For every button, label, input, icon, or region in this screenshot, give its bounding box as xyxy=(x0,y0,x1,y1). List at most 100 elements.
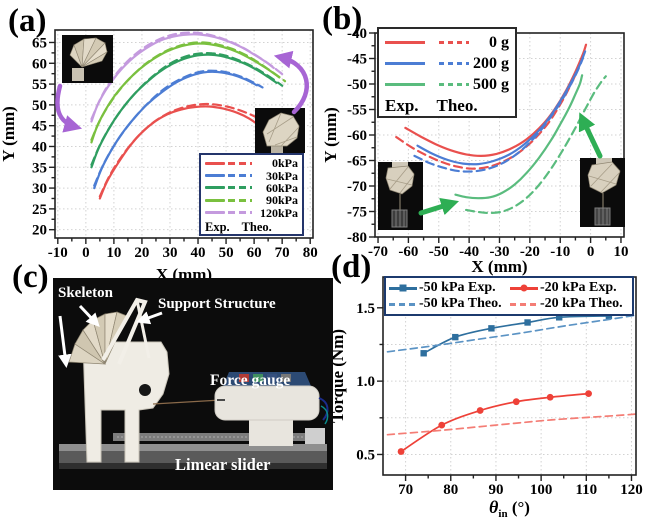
svg-text:-75: -75 xyxy=(347,205,367,221)
legend-row: 0 g xyxy=(385,32,509,53)
svg-text:10: 10 xyxy=(106,245,121,261)
legend-entry: -50 kPa Theo. xyxy=(389,296,508,312)
legend-entry-label: 500 g xyxy=(473,75,509,93)
series-120kpa-theo- xyxy=(90,31,284,121)
svg-text:-40: -40 xyxy=(459,244,479,260)
legend-entry: -50 kPa Exp. xyxy=(389,280,508,296)
series-500-g-exp- xyxy=(454,74,584,200)
series-500-g-theo- xyxy=(464,75,607,215)
legend-entry-label: 60kPa xyxy=(265,180,298,195)
svg-text:-20: -20 xyxy=(520,244,540,260)
panel-label-b: (b) xyxy=(322,1,363,37)
legend-solid-swatch xyxy=(205,211,225,215)
legend-swatch xyxy=(510,283,538,293)
photo-panel-experiment-setup: Skeleton Support Structure Force gauge L… xyxy=(53,278,333,490)
series-60kpa-theo- xyxy=(90,51,284,166)
svg-text:-70: -70 xyxy=(347,179,367,195)
svg-text:-30: -30 xyxy=(490,244,510,260)
svg-text:1.0: 1.0 xyxy=(356,374,375,390)
svg-text:-50: -50 xyxy=(429,244,449,260)
chart-b: -70 -60 -50 -40 -30 -20 -10 0 10-80-75-70-65-60-… xyxy=(321,26,628,276)
legend-dashed-swatch xyxy=(439,41,469,44)
svg-text:-50: -50 xyxy=(347,77,367,93)
svg-text:100: 100 xyxy=(530,482,553,498)
legend-b: 0 g 200 g 500 g Exp. Theo. xyxy=(377,27,517,118)
svg-text:55: 55 xyxy=(32,77,47,93)
circle-marker xyxy=(520,284,528,292)
svg-text:110: 110 xyxy=(575,482,597,498)
skeleton-arrow-long xyxy=(58,315,72,369)
svg-text:-80: -80 xyxy=(347,230,367,246)
svg-text:30: 30 xyxy=(32,181,47,197)
svg-text:80: 80 xyxy=(303,245,318,261)
legend-entry-label: 120kPa xyxy=(259,205,298,220)
series-30kpa-theo- xyxy=(93,69,264,187)
legend-dashed-swatch xyxy=(228,161,252,165)
svg-text:40: 40 xyxy=(191,245,206,261)
legend-row: 0kPa xyxy=(205,157,298,169)
svg-text:80: 80 xyxy=(443,482,458,498)
svg-text:0.5: 0.5 xyxy=(356,447,375,463)
legend-row: 90kPa xyxy=(205,194,298,206)
label-linear-slider: Limear slider xyxy=(175,455,271,474)
series--50-kpa-theo- xyxy=(386,314,637,353)
inset-art-a2 xyxy=(255,108,305,153)
legend-swatch xyxy=(510,299,538,309)
inset-photo-actuator-with-weight-b1 xyxy=(378,162,423,230)
legend-row: 200 g xyxy=(385,53,509,74)
svg-text:-40: -40 xyxy=(347,26,367,42)
svg-text:Y (mm): Y (mm) xyxy=(0,106,18,162)
legend-solid-swatch xyxy=(385,83,425,86)
svg-text:-55: -55 xyxy=(347,103,367,119)
svg-text:-10: -10 xyxy=(48,245,68,261)
legend-dashed-swatch xyxy=(228,186,252,190)
legend-d: -50 kPa Exp. -20 kPa Exp. -50 kPa Theo. -20… xyxy=(384,276,634,316)
legend-solid-swatch xyxy=(205,198,225,202)
legend-entry-label: 0kPa xyxy=(271,156,298,171)
svg-text:30: 30 xyxy=(162,245,177,261)
photo-art xyxy=(53,278,333,490)
legend-dashed-swatch xyxy=(439,62,469,65)
svg-text:20: 20 xyxy=(134,245,149,261)
inset-photo-folded-actuator-a2 xyxy=(255,108,305,153)
svg-text:35: 35 xyxy=(32,160,47,176)
svg-text:-60: -60 xyxy=(347,128,367,144)
square-marker xyxy=(399,284,407,292)
svg-text:70: 70 xyxy=(275,245,290,261)
panel-label-a: (a) xyxy=(8,3,47,39)
svg-text:-10: -10 xyxy=(550,244,570,260)
legend-swatch xyxy=(389,283,417,293)
legend-swatch xyxy=(389,299,417,309)
series-90kpa-theo- xyxy=(90,41,287,141)
svg-text:50: 50 xyxy=(219,245,234,261)
panel-label-c: (c) xyxy=(12,259,49,295)
skeleton-arrow xyxy=(78,304,100,327)
legend-footer: Exp. Theo. xyxy=(205,219,272,234)
legend-solid-swatch xyxy=(205,174,225,178)
legend-entry-label: -20 kPa Theo. xyxy=(540,296,623,311)
legend-a: 0kPa 30kPa 60kPa 90kPa 120kPa Exp. Theo. xyxy=(199,153,304,237)
svg-text:-60: -60 xyxy=(398,244,418,260)
svg-text:0: 0 xyxy=(82,245,90,261)
svg-text:120: 120 xyxy=(620,482,643,498)
svg-text:Torque (Nm): Torque (Nm) xyxy=(330,329,347,423)
legend-row: 500 g xyxy=(385,74,509,95)
svg-text:60: 60 xyxy=(32,56,47,72)
svg-text:70: 70 xyxy=(398,482,413,498)
legend-solid-swatch xyxy=(205,186,225,190)
svg-text:90: 90 xyxy=(488,482,503,498)
panel-label-d: (d) xyxy=(331,249,372,285)
legend-solid-swatch xyxy=(385,62,425,65)
legend-dashed-swatch xyxy=(228,174,252,178)
svg-text:25: 25 xyxy=(32,202,47,218)
inset-photo-bent-actuator-a1 xyxy=(62,35,113,83)
legend-row: 60kPa xyxy=(205,182,298,194)
legend-row: 120kPa xyxy=(205,207,298,219)
inset-art-b1 xyxy=(378,162,423,230)
svg-text:45: 45 xyxy=(32,119,47,135)
legend-entry: -20 kPa Exp. xyxy=(510,280,629,296)
svg-text:-45: -45 xyxy=(347,52,367,68)
support-structure-arrow xyxy=(136,311,163,325)
inset-art-b2 xyxy=(580,158,625,227)
